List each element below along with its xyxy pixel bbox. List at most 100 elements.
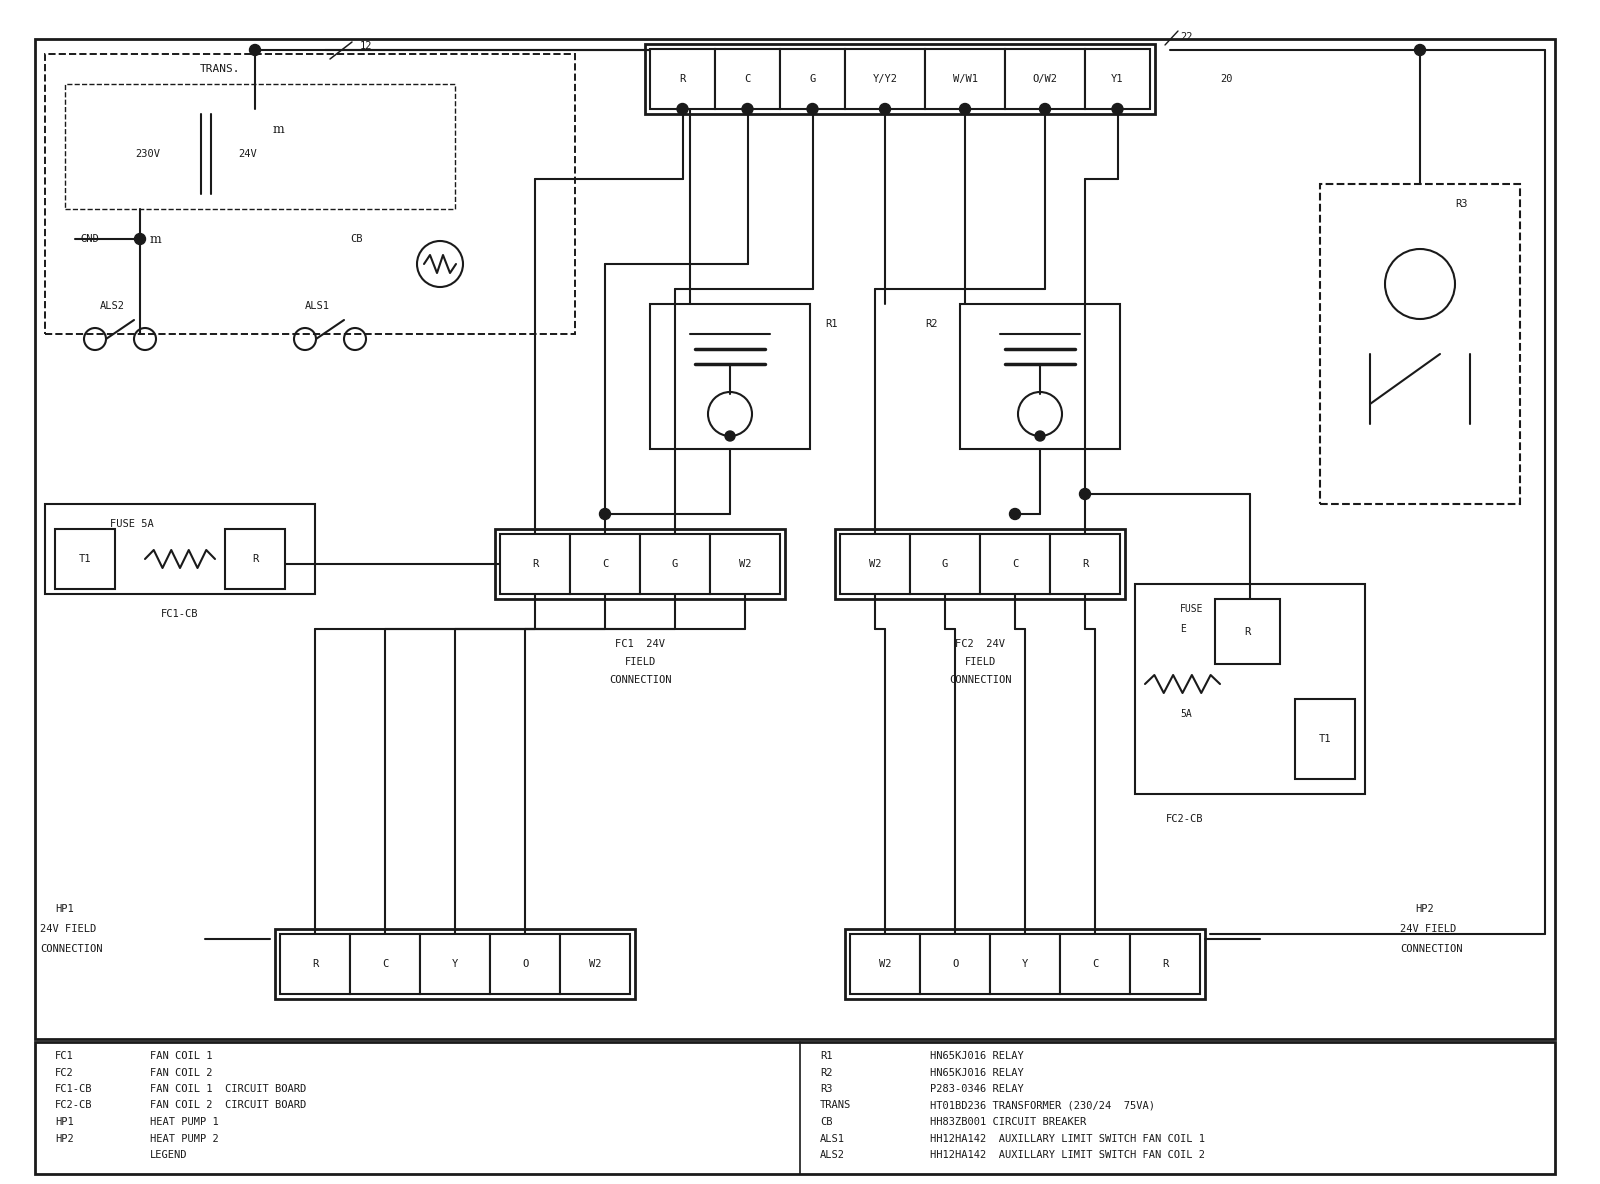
Bar xyxy=(494,529,786,599)
Circle shape xyxy=(742,103,754,115)
Text: P283-0346 RELAY: P283-0346 RELAY xyxy=(930,1085,1024,1094)
Text: 5A: 5A xyxy=(1181,709,1192,719)
Circle shape xyxy=(725,431,734,440)
Text: R2: R2 xyxy=(821,1068,832,1077)
Text: R2: R2 xyxy=(925,318,938,329)
Circle shape xyxy=(250,45,261,56)
Text: R1: R1 xyxy=(821,1051,832,1061)
Text: C: C xyxy=(602,559,608,570)
Bar xyxy=(920,934,990,995)
Text: W2: W2 xyxy=(589,959,602,969)
Text: O/W2: O/W2 xyxy=(1032,75,1058,84)
Bar xyxy=(45,54,574,334)
Text: CONNECTION: CONNECTION xyxy=(949,675,1011,686)
Text: FC2-CB: FC2-CB xyxy=(54,1100,93,1111)
Text: FC1-CB: FC1-CB xyxy=(162,609,198,619)
Text: FC2: FC2 xyxy=(54,1068,74,1077)
Text: G: G xyxy=(942,559,949,570)
Text: FIELD: FIELD xyxy=(965,657,995,667)
Text: Y: Y xyxy=(1022,959,1029,969)
Text: R: R xyxy=(680,75,686,84)
Text: ALS1: ALS1 xyxy=(306,301,330,311)
Bar xyxy=(910,534,979,594)
Text: O: O xyxy=(522,959,528,969)
Text: G: G xyxy=(810,75,816,84)
Text: CONNECTION: CONNECTION xyxy=(1400,944,1462,954)
Bar xyxy=(1130,934,1200,995)
Bar xyxy=(1085,49,1150,109)
Text: FAN COIL 1  CIRCUIT BOARD: FAN COIL 1 CIRCUIT BOARD xyxy=(150,1085,306,1094)
Text: Y1: Y1 xyxy=(1112,75,1123,84)
Bar xyxy=(1050,534,1120,594)
Bar xyxy=(645,44,1155,114)
Bar xyxy=(925,49,1005,109)
Bar xyxy=(650,49,715,109)
Bar xyxy=(840,534,910,594)
Bar xyxy=(275,929,635,999)
Text: G: G xyxy=(672,559,678,570)
Bar xyxy=(35,1042,1555,1175)
Bar xyxy=(45,504,315,594)
Bar xyxy=(979,534,1050,594)
Circle shape xyxy=(1080,489,1091,500)
Bar xyxy=(421,934,490,995)
Text: FUSE: FUSE xyxy=(1181,604,1203,614)
Text: E: E xyxy=(1181,624,1186,633)
Text: HP2: HP2 xyxy=(1414,905,1434,914)
Bar xyxy=(280,934,350,995)
Text: Y/Y2: Y/Y2 xyxy=(872,75,898,84)
Bar xyxy=(66,84,454,210)
Text: C: C xyxy=(382,959,389,969)
Text: HT01BD236 TRANSFORMER (230/24  75VA): HT01BD236 TRANSFORMER (230/24 75VA) xyxy=(930,1100,1155,1111)
Text: C: C xyxy=(1011,559,1018,570)
Circle shape xyxy=(134,233,146,245)
Text: LEGEND: LEGEND xyxy=(150,1150,187,1160)
Circle shape xyxy=(600,508,611,520)
Text: HP1: HP1 xyxy=(54,1117,74,1127)
Text: FC2-CB: FC2-CB xyxy=(1166,815,1203,824)
Bar xyxy=(350,934,421,995)
Text: W2: W2 xyxy=(869,559,882,570)
Bar xyxy=(54,529,115,588)
Bar xyxy=(1294,699,1355,779)
Bar xyxy=(1059,934,1130,995)
Bar xyxy=(960,304,1120,449)
Bar xyxy=(850,934,920,995)
Text: FC1-CB: FC1-CB xyxy=(54,1085,93,1094)
Bar xyxy=(990,934,1059,995)
Text: FUSE 5A: FUSE 5A xyxy=(110,519,154,529)
Circle shape xyxy=(960,103,971,115)
Text: CONNECTION: CONNECTION xyxy=(608,675,672,686)
Text: R3: R3 xyxy=(821,1085,832,1094)
Text: R: R xyxy=(251,554,258,564)
Text: R: R xyxy=(1082,559,1088,570)
Text: R: R xyxy=(1245,626,1251,637)
Circle shape xyxy=(1112,103,1123,115)
Text: R: R xyxy=(531,559,538,570)
Bar xyxy=(715,49,781,109)
Text: 230V: 230V xyxy=(134,149,160,159)
Text: O: O xyxy=(952,959,958,969)
Bar xyxy=(1005,49,1085,109)
Text: HN65KJ016 RELAY: HN65KJ016 RELAY xyxy=(930,1051,1024,1061)
Text: 24V: 24V xyxy=(238,149,256,159)
Bar xyxy=(490,934,560,995)
Text: W2: W2 xyxy=(739,559,752,570)
Text: FC1: FC1 xyxy=(54,1051,74,1061)
Text: m: m xyxy=(272,122,283,135)
Bar xyxy=(560,934,630,995)
Bar xyxy=(650,304,810,449)
Circle shape xyxy=(1035,431,1045,440)
Text: T1: T1 xyxy=(1318,734,1331,744)
Bar xyxy=(1214,599,1280,664)
Text: CONNECTION: CONNECTION xyxy=(40,944,102,954)
Text: HH12HA142  AUXILLARY LIMIT SWITCH FAN COIL 1: HH12HA142 AUXILLARY LIMIT SWITCH FAN COI… xyxy=(930,1133,1205,1144)
Text: C: C xyxy=(1091,959,1098,969)
Bar xyxy=(710,534,781,594)
Text: 24V FIELD: 24V FIELD xyxy=(40,924,96,934)
Circle shape xyxy=(1414,45,1426,56)
Bar xyxy=(845,49,925,109)
Bar xyxy=(1134,584,1365,794)
Bar xyxy=(781,49,845,109)
Text: TRANS.: TRANS. xyxy=(200,64,240,75)
